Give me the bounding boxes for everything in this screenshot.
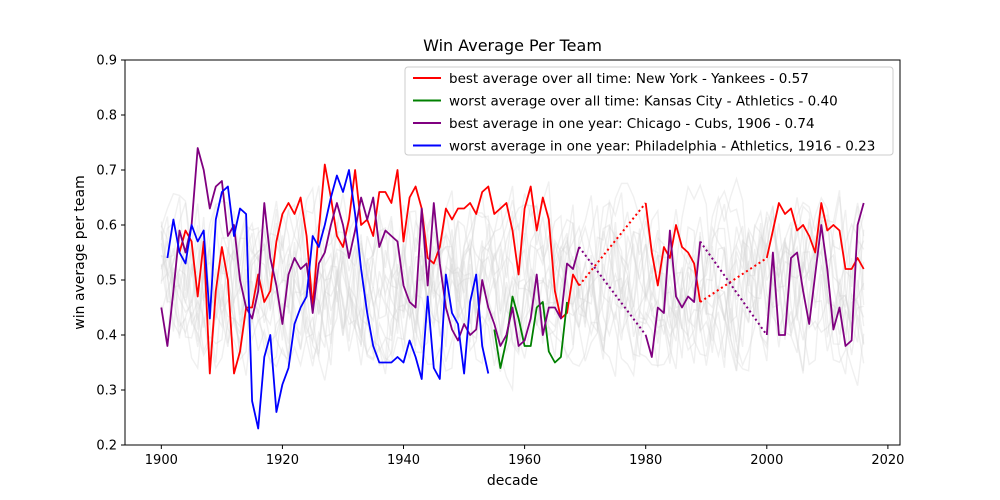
background-team-line [160, 201, 865, 381]
legend-entry: best average over all time: New York - Y… [449, 71, 809, 87]
y-tick-label: 0.9 [96, 54, 117, 69]
x-tick-label: 1980 [629, 453, 662, 468]
y-tick-label: 0.8 [96, 109, 117, 124]
x-tick-label: 2000 [750, 453, 783, 468]
background-team-line [160, 189, 865, 366]
x-tick-label: 1940 [387, 453, 420, 468]
series-gap-line-2 [699, 240, 768, 336]
series-line-2 [765, 202, 865, 347]
background-team-line [160, 192, 864, 363]
y-tick-label: 0.3 [96, 384, 117, 399]
y-axis-ticks: 0.2 0.3 0.4 0.5 0.6 0.7 0.8 0.9 [96, 54, 125, 454]
background-team-line [160, 185, 865, 378]
background-team-line [160, 200, 865, 371]
y-tick-label: 0.5 [96, 274, 117, 289]
series-line-1 [493, 295, 568, 369]
series-line-0 [644, 202, 702, 303]
x-axis-ticks: 1900 1920 1940 1960 1980 2000 2020 [145, 445, 904, 468]
x-tick-label: 2020 [871, 453, 904, 468]
series-line-2 [644, 229, 702, 358]
legend-entry: worst average over all time: Kansas City… [449, 94, 838, 110]
x-tick-label: 1920 [266, 453, 299, 468]
series-gap-line-2 [578, 246, 647, 336]
series-line-0 [765, 202, 865, 270]
chart-title: Win Average Per Team [423, 36, 602, 55]
background-team-line [160, 183, 865, 393]
legend-box [404, 66, 894, 156]
background-team-line [160, 176, 865, 374]
background-series-group [160, 176, 865, 393]
series-line-3 [166, 169, 490, 430]
y-tick-label: 0.2 [96, 439, 117, 454]
legend-entry: best average in one year: Chicago - Cubs… [449, 116, 815, 132]
legend: best average over all time: New York - Y… [404, 66, 894, 156]
y-tick-label: 0.7 [96, 164, 117, 179]
series-group [160, 147, 865, 430]
x-tick-label: 1900 [145, 453, 178, 468]
y-tick-label: 0.4 [96, 329, 117, 344]
x-axis-label: decade [487, 473, 538, 489]
legend-entry: worst average in one year: Philadelphia … [449, 139, 875, 155]
plot-area-frame [124, 59, 901, 446]
y-tick-label: 0.6 [96, 219, 117, 234]
x-tick-label: 1960 [508, 453, 541, 468]
background-team-line [161, 196, 865, 370]
y-axis-label: win average per team [72, 175, 88, 329]
series-line-2 [160, 147, 580, 347]
background-team-line [160, 185, 865, 377]
background-team-line [160, 193, 865, 376]
background-team-line [160, 190, 865, 367]
series-gap-line-0 [699, 257, 768, 303]
